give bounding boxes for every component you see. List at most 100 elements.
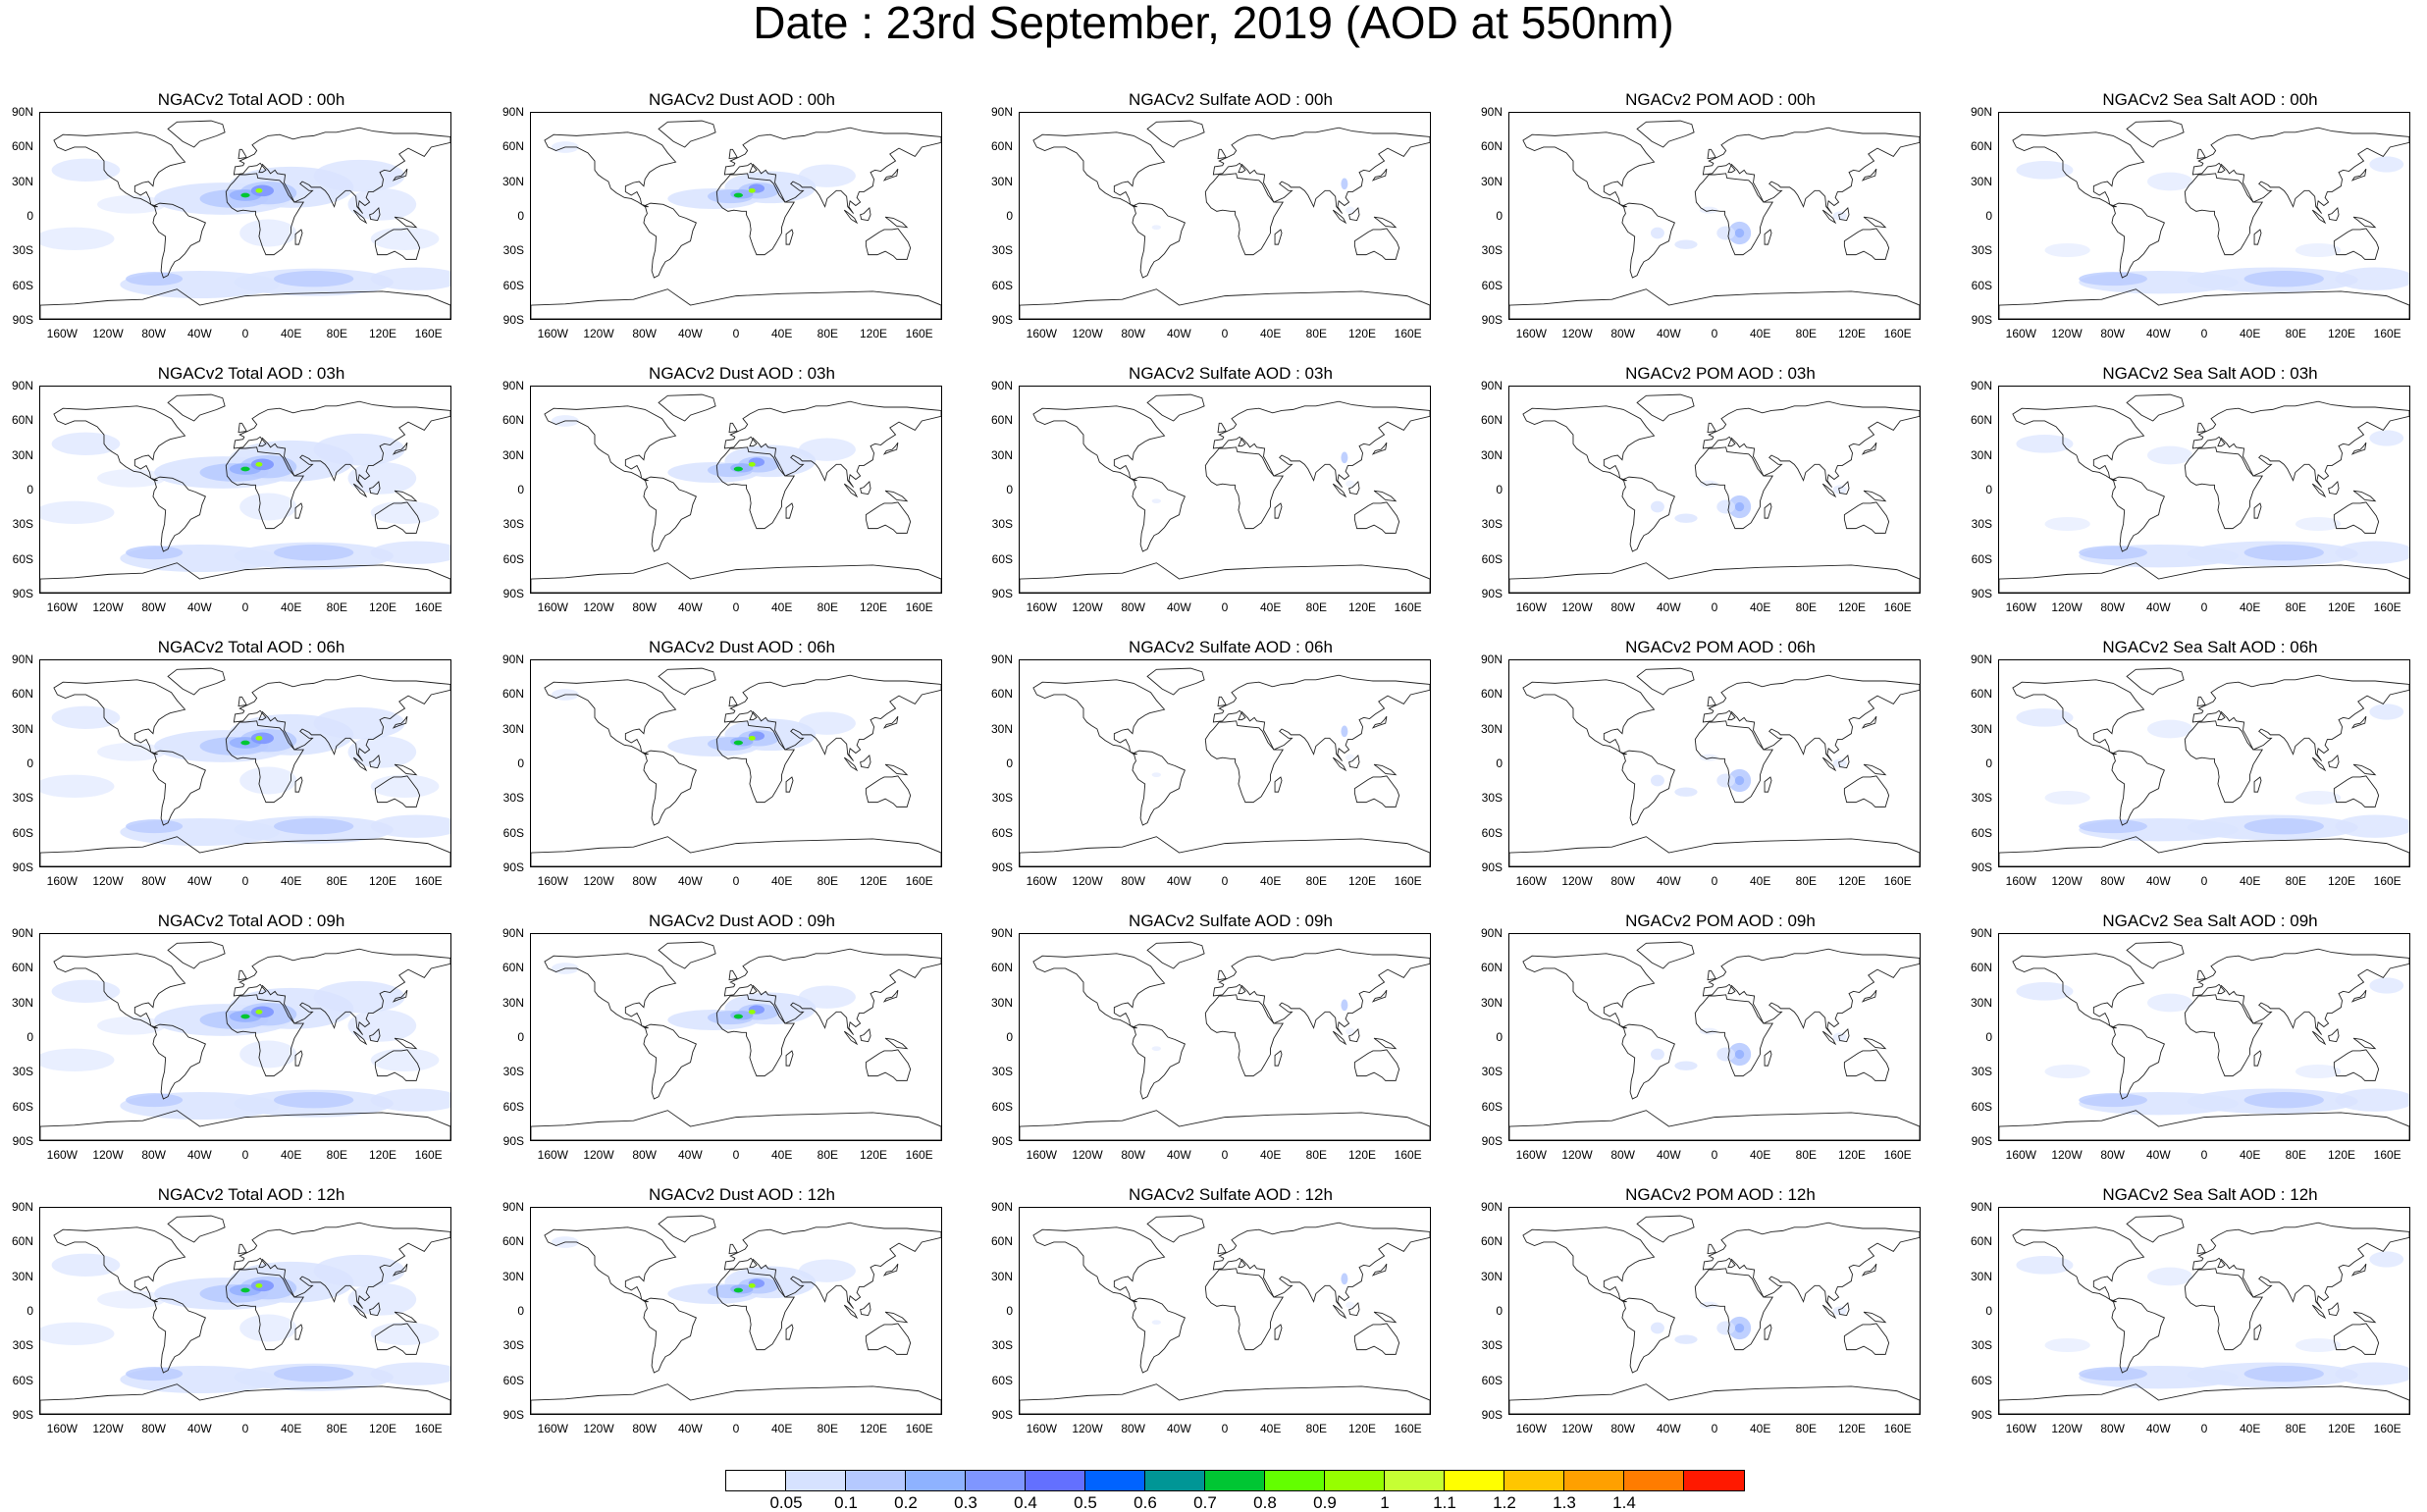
coastline — [1764, 776, 1772, 793]
coastline — [1348, 754, 1360, 769]
latitude-tick-label: 60N — [501, 413, 524, 428]
coastline — [1636, 120, 1695, 148]
aod-contour — [2295, 1338, 2342, 1352]
latitude-tick-label: 90S — [1971, 587, 1992, 600]
longitude-tick-label: 40W — [1656, 327, 1681, 340]
coastline — [394, 490, 418, 502]
latitude-tick-label: 60N — [1970, 413, 1992, 428]
coastline — [865, 1323, 912, 1355]
coastline — [2333, 775, 2380, 808]
latitude-tick-label: 30N — [990, 995, 1013, 1010]
longitude-tick-label: 40E — [2239, 874, 2261, 888]
longitude-tick-label: 40E — [280, 1422, 302, 1435]
latitude-tick-label: 30N — [501, 447, 524, 462]
map-panel-pom: NGACv2 POM AOD : 12h 90N 60N 30N 0 30S 60S 90S 1… — [1469, 1185, 1970, 1450]
aod-field — [40, 979, 450, 1120]
coastline — [1217, 969, 1227, 981]
coastline — [40, 1383, 450, 1414]
longitude-tick-label: 120E — [368, 327, 397, 340]
longitude-tick-label: 80E — [1305, 600, 1327, 614]
latitude-tick-label: 90S — [12, 1408, 33, 1422]
aod-contour — [1734, 228, 1745, 238]
longitude-tick-label: 80W — [2100, 874, 2125, 888]
latitude-tick-label: 90N — [990, 926, 1013, 940]
map-canvas — [40, 941, 450, 1140]
panel-title: NGACv2 Sea Salt AOD : 00h — [2102, 90, 2318, 109]
colorbar-tick-label: 0.1 — [834, 1493, 858, 1512]
colorbar-tick-label: 1.1 — [1433, 1493, 1456, 1512]
coastline — [715, 446, 796, 530]
longitude-tick-label: 40E — [280, 874, 302, 888]
latitude-tick-label: 60N — [1480, 413, 1503, 428]
latitude-tick-label: 30S — [502, 243, 524, 258]
coastline — [2184, 720, 2264, 804]
aod-contour — [1151, 498, 1161, 503]
longitude-tick-label: 80E — [1795, 600, 1817, 614]
latitude-tick-label: 30S — [1971, 1338, 1992, 1353]
latitude-tick-label: 0 — [1006, 483, 1013, 496]
latitude-tick-label: 30S — [991, 791, 1013, 806]
coastline — [1999, 562, 2409, 593]
coastline — [1843, 228, 1890, 260]
latitude-tick-label: 90S — [12, 587, 33, 600]
coastline — [225, 1268, 305, 1351]
aod-field — [2016, 156, 2409, 294]
aod-field — [1650, 480, 1847, 523]
coastlines — [40, 393, 450, 593]
longitude-tick-label: 160W — [1515, 1422, 1547, 1435]
coastline — [728, 696, 738, 707]
coastline — [369, 754, 381, 769]
latitude-tick-label: 30S — [502, 517, 524, 532]
longitude-tick-label: 80W — [1121, 1148, 1145, 1162]
latitude-tick-label: 90N — [501, 652, 524, 666]
aod-field — [551, 963, 856, 1030]
coastline — [2196, 422, 2206, 434]
longitude-tick-label: 40W — [1166, 1422, 1191, 1435]
aod-contour — [240, 1287, 250, 1293]
map-panel-seasalt: NGACv2 Sea Salt AOD : 00h 90N 60N 30N 0 30S 60… — [1959, 90, 2427, 355]
coastline — [1373, 490, 1398, 502]
map-frame — [1019, 112, 1431, 320]
coastline — [369, 1301, 381, 1317]
panel-title: NGACv2 Total AOD : 09h — [157, 912, 345, 930]
longitude-tick-label: 160W — [2005, 600, 2036, 614]
latitude-tick-label: 30N — [11, 447, 33, 462]
coastline — [2126, 393, 2185, 422]
longitude-tick-label: 0 — [1711, 1148, 1718, 1162]
coastline — [1371, 989, 1388, 1003]
latitude-tick-label: 0 — [1985, 1030, 1992, 1044]
coastline — [1204, 446, 1285, 530]
coastlines — [1509, 393, 1920, 593]
aod-contour — [2016, 435, 2074, 453]
longitude-tick-label: 0 — [732, 327, 740, 340]
latitude-tick-label: 30S — [502, 1338, 524, 1353]
coastline — [715, 994, 796, 1077]
latitude-tick-label: 30S — [1971, 791, 1992, 806]
aod-contour — [2369, 977, 2404, 994]
aod-contour — [2243, 545, 2324, 561]
coastline — [544, 1226, 677, 1303]
coastline — [2311, 1030, 2327, 1046]
aod-field — [1650, 754, 1847, 797]
longitude-tick-label: 40W — [677, 1422, 703, 1435]
colorbar-swatch — [1145, 1471, 1205, 1490]
map-panel-pom: NGACv2 POM AOD : 06h 90N 60N 30N 0 30S 60S 90S 1… — [1469, 638, 1970, 903]
coastline — [167, 667, 226, 696]
longitude-tick-label: 40E — [1749, 1148, 1771, 1162]
longitude-tick-label: 160W — [1026, 1148, 1057, 1162]
coastlines — [1999, 1215, 2409, 1414]
map-canvas — [531, 393, 941, 593]
coastline — [369, 480, 381, 495]
coastlines — [1999, 667, 2409, 866]
coastline — [1621, 1023, 1675, 1100]
latitude-tick-label: 60S — [1971, 278, 1992, 292]
coastline — [352, 756, 368, 772]
aod-contour — [51, 705, 121, 729]
coastline — [1707, 422, 1716, 434]
aod-contour — [40, 500, 115, 524]
longitude-tick-label: 160E — [2373, 600, 2401, 614]
latitude-tick-label: 30S — [1971, 517, 1992, 532]
aod-contour — [2044, 791, 2090, 805]
aod-contour — [347, 462, 417, 495]
aod-contour — [1734, 1049, 1745, 1060]
